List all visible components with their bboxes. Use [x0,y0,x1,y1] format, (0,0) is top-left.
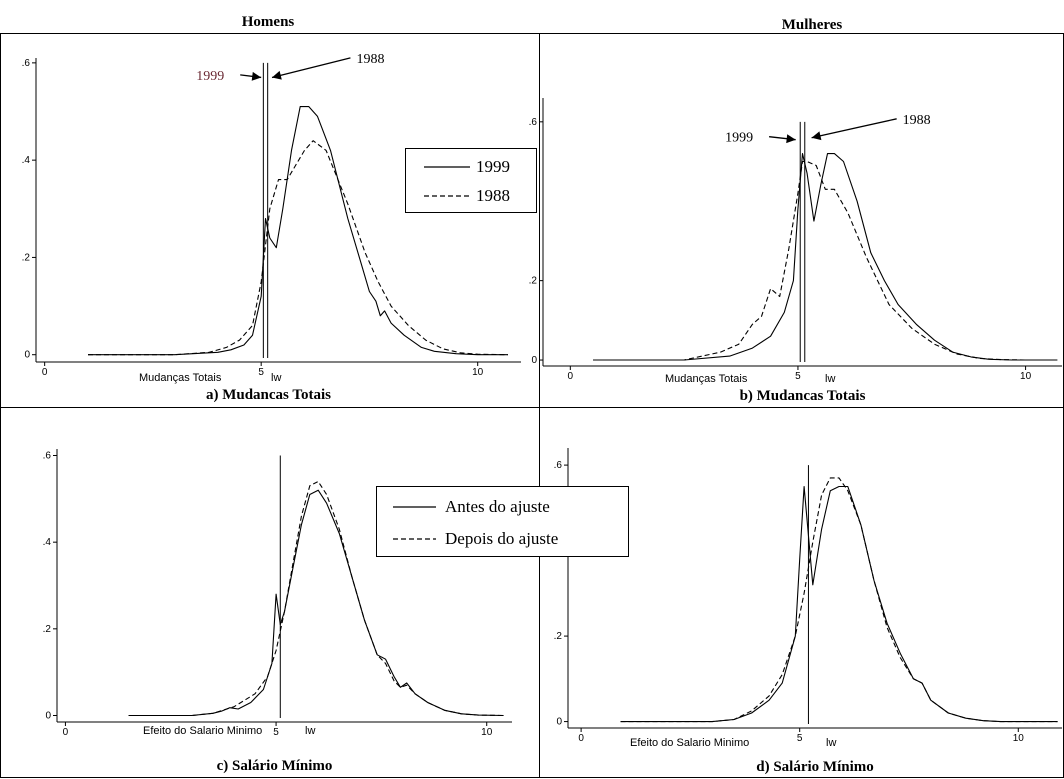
x-tick-label: 10 [1020,371,1032,382]
series-line-solid [620,485,1058,723]
x-axis-label: lw [825,373,835,385]
series-line-solid [593,153,1058,361]
legend-top-box [405,148,537,213]
y-tick-label: .6 [554,460,563,471]
x-tick-label: 0 [63,727,69,738]
x-axis-label: lw [271,372,281,384]
x-caption: Mudanças Totais [665,373,748,385]
legend-bottom-label-antes: Antes do ajuste [445,497,550,516]
x-caption: Efeito do Salario Minimo [630,737,749,749]
panel-d: 0 .2 .6 0 5 10 Efeito do Salario Minimo lw d) Sa… [554,448,1062,775]
legend-bottom: Antes do ajuste Depois do ajuste [376,486,629,557]
header-mulheres: Mulheres [782,17,843,33]
x-tick-label: 5 [795,371,801,382]
series-line-dashed [88,140,509,356]
x-tick-label: 0 [568,371,574,382]
x-axis-label: lw [305,725,315,737]
x-tick-label: 10 [472,367,484,378]
x-tick-label: 0 [578,733,584,744]
y-tick-label: .2 [529,276,538,287]
figure-frame [0,33,1064,778]
y-tick-label: 0 [556,717,562,728]
annotation-arrow [811,118,897,139]
panel-a: 0 .2 .4 .6 0 5 10 Mudanças Totais lw a) Mudancas … [22,52,521,403]
panel-b: 0 .2 .6 0 5 10 Mudanças Totais lw b) Mudancas To… [529,98,1062,404]
panel-title: d) Salário Mínimo [756,759,874,775]
panel-title: b) Mudancas Totais [740,388,866,404]
series-line-dashed [593,160,1058,361]
annotation-label: 1999 [196,69,224,84]
y-tick-label: 0 [24,350,30,361]
panel-title: a) Mudancas Totais [206,387,331,403]
x-tick-label: 5 [258,367,264,378]
series-line-solid [88,106,508,356]
legend-bottom-box [376,486,629,557]
annotation-arrow [271,57,351,79]
panel-c: 0 .2 .4 .6 0 5 10 Efeito do Salario Minimo lw c) … [43,449,512,774]
x-tick-label: 10 [1013,733,1025,744]
y-tick-label: 0 [45,711,51,722]
legend-top-label-1988: 1988 [476,186,510,205]
y-tick-label: .2 [22,252,31,263]
x-tick-label: 5 [797,733,803,744]
y-tick-label: 0 [531,355,537,366]
annotation-arrowhead [272,70,282,80]
legend-top: 1999 1988 [405,148,537,213]
panel-title: c) Salário Mínimo [217,758,333,774]
y-tick-label: .4 [22,155,31,166]
annotation-arrowhead [811,131,822,141]
x-caption: Mudanças Totais [139,372,222,384]
annotation-label: 1999 [725,131,753,146]
y-tick-label: .6 [529,117,538,128]
y-tick-label: .2 [43,624,52,635]
y-tick-label: .2 [554,631,563,642]
annotation-arrowhead [251,71,262,81]
series-line-dashed [620,477,1058,723]
legend-top-label-1999: 1999 [476,157,510,176]
x-tick-label: 10 [481,727,493,738]
x-caption: Efeito do Salario Minimo [143,725,262,737]
annotation-arrowhead [786,134,796,144]
x-tick-label: 0 [42,367,48,378]
header-homens: Homens [242,14,295,30]
y-tick-label: .6 [22,58,31,69]
annotation-label: 1988 [903,113,931,128]
y-tick-label: .6 [43,451,52,462]
y-tick-label: .4 [43,537,52,548]
x-axis-label: lw [826,737,836,749]
x-tick-label: 5 [273,727,279,738]
series-line-dashed [128,480,504,717]
annotation-label: 1988 [356,52,384,67]
legend-bottom-label-depois: Depois do ajuste [445,529,558,548]
